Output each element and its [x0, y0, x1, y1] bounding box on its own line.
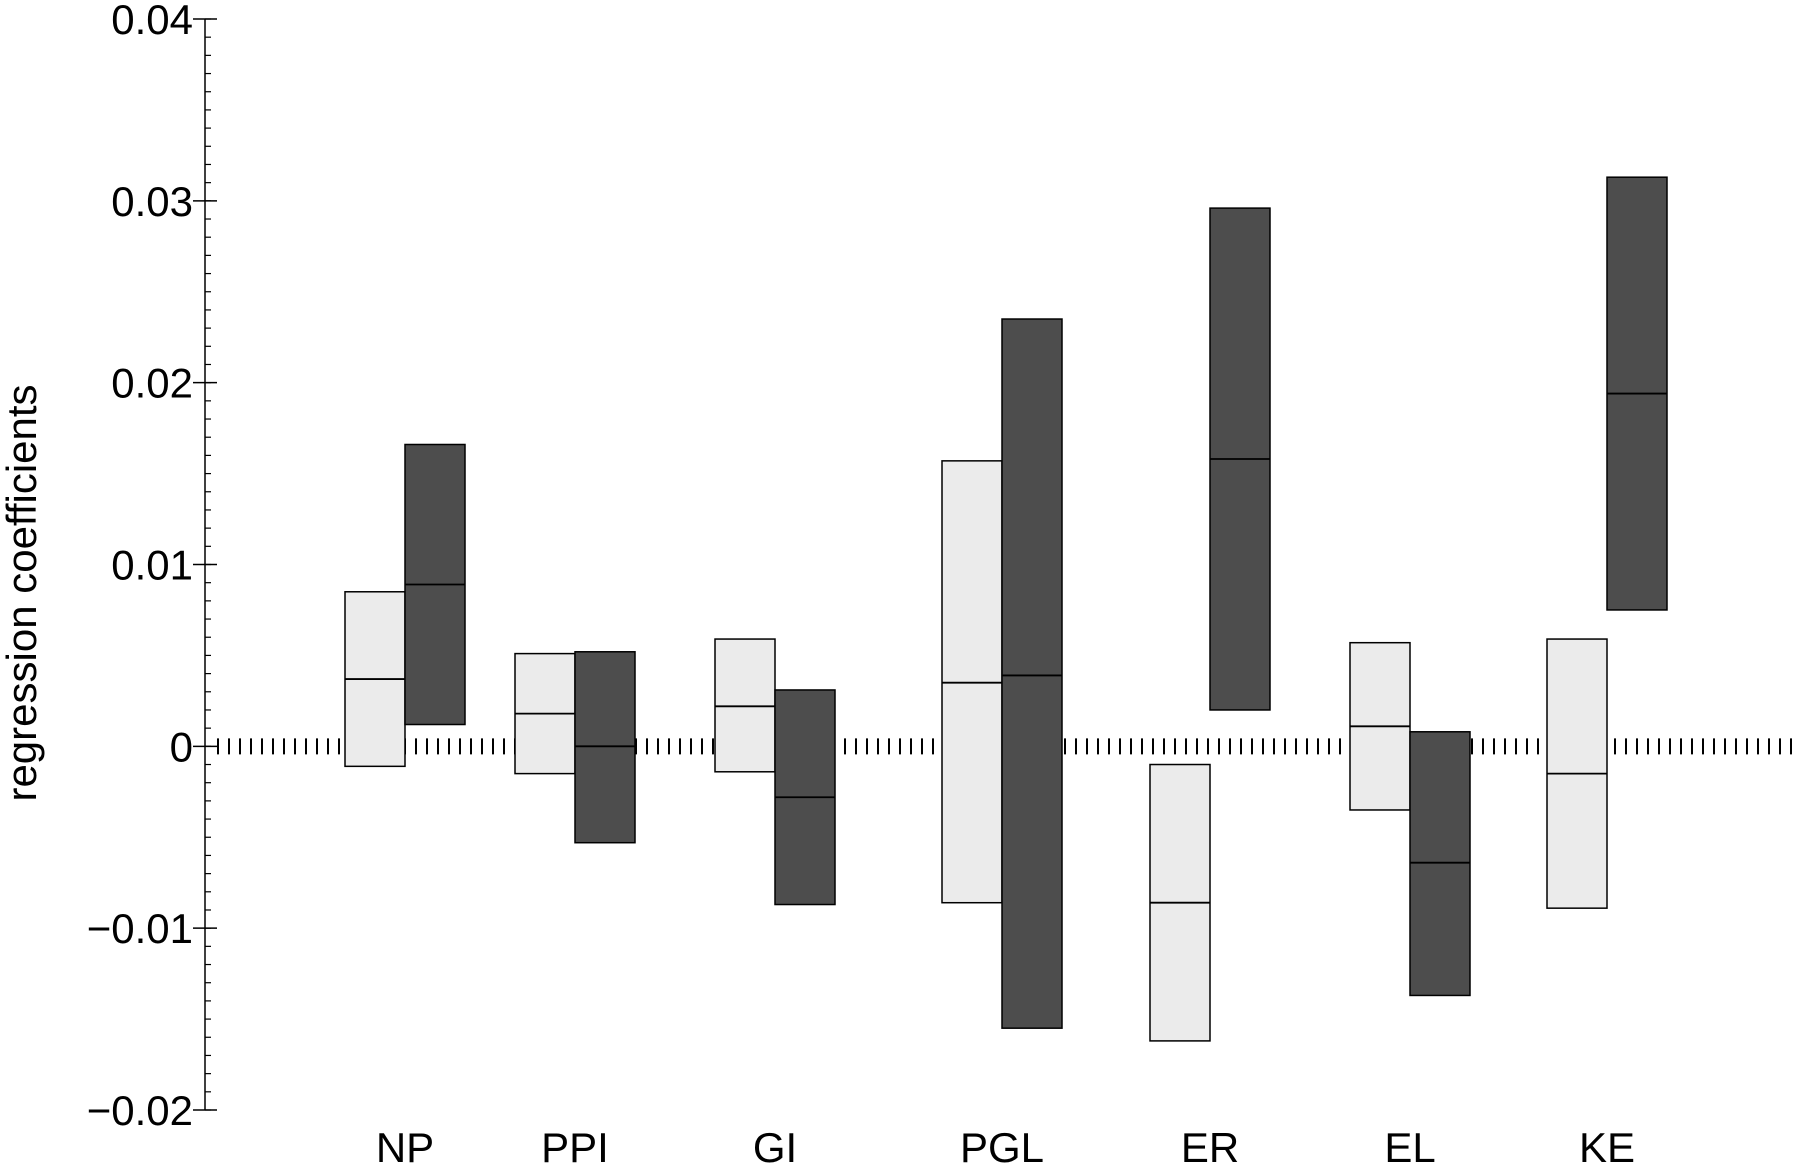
interval-boxes — [344, 176, 1668, 1042]
interval-box-ppi-s2 — [574, 651, 636, 844]
category-label-np: NP — [376, 1124, 434, 1166]
category-label-er: ER — [1181, 1124, 1239, 1166]
category-label-gi: GI — [753, 1124, 797, 1166]
y-tick-label: 0.01 — [111, 542, 193, 589]
y-tick-label: 0 — [170, 723, 193, 770]
y-axis: −0.02 −0.01 0 0.01 0.02 0.03 0.04 — [87, 0, 217, 1134]
interval-box-pgl-s1 — [941, 460, 1003, 904]
interval-box-gi-s1 — [714, 638, 776, 773]
y-axis-title: regression coefficients — [0, 384, 45, 801]
category-label-el: EL — [1384, 1124, 1435, 1166]
y-tick-label: −0.02 — [87, 1087, 193, 1134]
category-label-ppi: PPI — [541, 1124, 609, 1166]
category-label-ke: KE — [1579, 1124, 1635, 1166]
interval-box-pgl-s2 — [1001, 318, 1063, 1029]
interval-box-el-s2 — [1409, 731, 1471, 997]
y-tick-label: −0.01 — [87, 905, 193, 952]
y-tick-label: 0.04 — [111, 0, 193, 43]
y-tick-label: 0.02 — [111, 360, 193, 407]
y-tick-label: 0.03 — [111, 178, 193, 225]
category-labels: NP PPI GI PGL ER EL KE — [376, 1124, 1635, 1166]
category-label-pgl: PGL — [960, 1124, 1044, 1166]
